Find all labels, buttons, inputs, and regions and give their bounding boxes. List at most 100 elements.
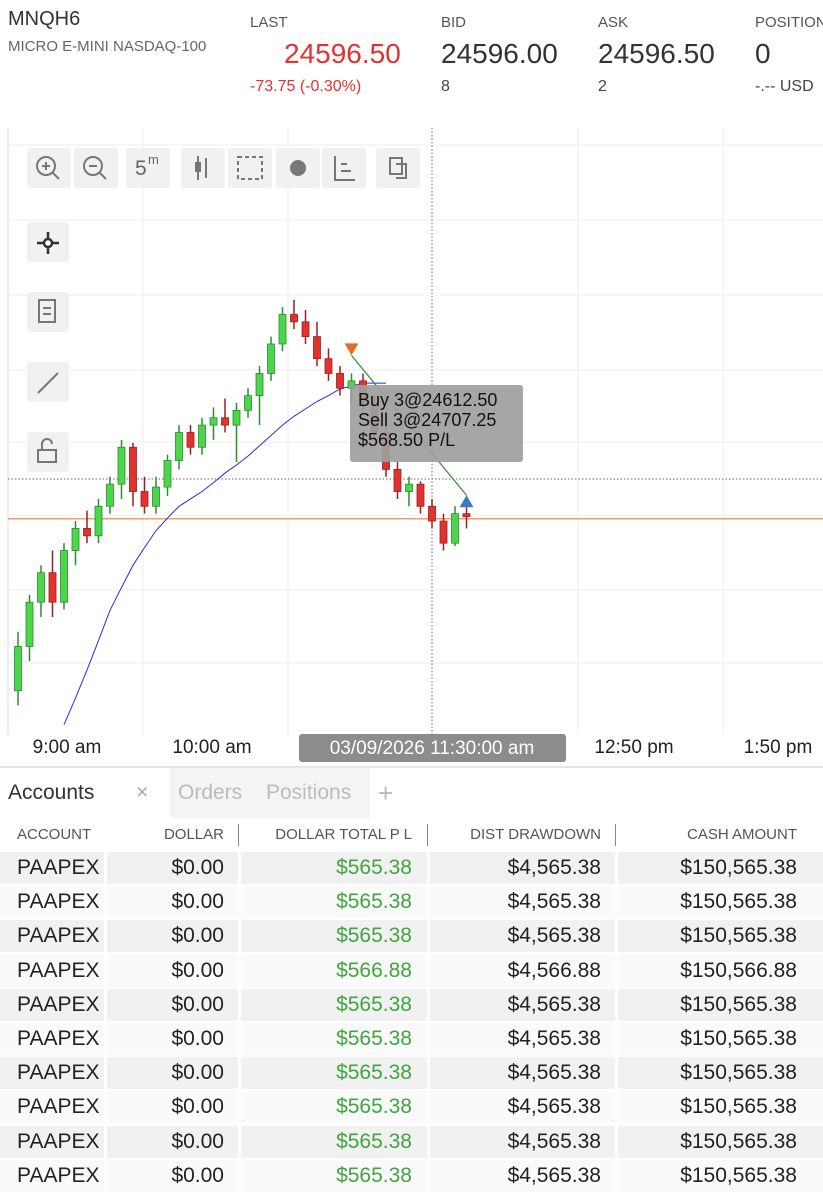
row-bg <box>430 1057 615 1090</box>
zoom-out-icon <box>83 156 103 176</box>
row-bg <box>241 988 427 1021</box>
line-icon <box>37 372 59 394</box>
symbol: MNQH6 <box>8 8 81 30</box>
entry-marker <box>344 343 359 356</box>
candle-body <box>71 528 80 551</box>
table-cell: $0.00 <box>171 1061 224 1085</box>
candle-body <box>393 468 402 492</box>
toolbar-button[interactable] <box>27 148 71 188</box>
table-cell: $565.38 <box>336 992 412 1016</box>
table-cell: $4,565.38 <box>507 890 601 914</box>
zoom-in-icon <box>42 162 60 180</box>
candle-body <box>428 505 436 522</box>
field-value: 24596.50 <box>284 38 401 69</box>
row-bg <box>107 1159 238 1192</box>
table-cell: $0.00 <box>171 1027 224 1050</box>
field-value: 0 <box>755 38 771 69</box>
close-icon[interactable]: × <box>136 781 149 804</box>
row-bg <box>241 1159 427 1192</box>
table-cell: PAAPEX <box>17 890 100 914</box>
lock-icon <box>41 438 53 450</box>
tab-label: Orders <box>178 781 243 804</box>
table-cell: $4,565.38 <box>507 1163 601 1187</box>
toolbar-button[interactable] <box>27 292 69 332</box>
tooltip-line: $568.50 P/L <box>358 430 455 450</box>
row-bg <box>107 954 238 987</box>
candle-body <box>301 321 310 337</box>
field-label: POSITION <box>755 14 823 31</box>
candle-body <box>152 486 160 507</box>
settings-icon <box>290 160 306 176</box>
table-cell: $0.00 <box>171 890 224 914</box>
trade-tooltip <box>350 385 523 462</box>
column-separator <box>427 824 428 846</box>
row-bg <box>0 852 104 884</box>
table-cell: PAAPEX <box>17 1027 100 1050</box>
candle-body <box>290 314 298 323</box>
field-label: LAST <box>250 14 288 31</box>
row-bg <box>107 920 238 953</box>
tab-orders[interactable]: Orders <box>170 768 258 818</box>
crosshair-icon <box>42 237 54 249</box>
candle-body <box>439 520 448 544</box>
toolbar-button[interactable] <box>126 148 170 188</box>
candle-body <box>163 460 172 488</box>
candle-body <box>175 432 183 461</box>
row-bg <box>618 988 823 1021</box>
candle-body <box>140 491 149 507</box>
table-cell: $565.38 <box>336 1095 412 1119</box>
toolbar-button[interactable] <box>181 148 225 188</box>
candle-body <box>221 417 229 426</box>
toolbar-button[interactable] <box>322 148 366 188</box>
table-cell: $4,566.88 <box>507 958 601 982</box>
row-bg <box>430 886 615 919</box>
table-cell: PAAPEX <box>17 1095 100 1119</box>
field-sub: -73.75 (-0.30%) <box>250 78 362 95</box>
tab-accounts[interactable]: Accounts × <box>0 768 168 818</box>
table-cell: $4,565.38 <box>507 924 601 948</box>
table-cell: $150,565.38 <box>680 856 797 879</box>
toolbar-button[interactable] <box>376 148 420 188</box>
row-bg <box>618 954 823 987</box>
table-cell: PAAPEX <box>17 1129 100 1153</box>
row-bg <box>430 988 615 1021</box>
row-bg <box>430 1091 615 1124</box>
select-icon <box>237 156 263 180</box>
table-cell: PAAPEX <box>17 992 100 1016</box>
tooltip-line: Sell 3@24707.25 <box>358 410 496 430</box>
table-cell: $150,565.38 <box>680 992 797 1016</box>
column-separator <box>238 824 239 846</box>
toolbar-button[interactable] <box>74 148 118 188</box>
toolbar-button[interactable] <box>27 432 69 472</box>
row-bg <box>430 852 615 884</box>
table-cell: $565.38 <box>336 924 412 948</box>
table-cell: $150,565.38 <box>680 1163 797 1187</box>
table-cell: PAAPEX <box>17 924 100 948</box>
crosshair-time-bg <box>299 734 566 762</box>
row-bg <box>241 1125 427 1158</box>
toolbar-button[interactable] <box>228 148 272 188</box>
interval: 5 <box>135 157 147 180</box>
row-bg <box>0 954 104 987</box>
table-cell: $0.00 <box>171 992 224 1016</box>
divider <box>0 766 823 768</box>
candle-body <box>232 409 241 426</box>
candle-body <box>94 505 103 537</box>
row-bg <box>0 1091 104 1124</box>
row-bg <box>241 852 427 884</box>
row-bg <box>618 1023 823 1055</box>
row-bg <box>430 1023 615 1055</box>
table-cell: $0.00 <box>171 1163 224 1187</box>
tab-positions[interactable]: Positions <box>258 768 370 818</box>
table-cell: $0.00 <box>171 856 224 879</box>
candle-body <box>416 483 425 507</box>
table-cell: $565.38 <box>336 1027 412 1050</box>
table-cell: PAAPEX <box>17 856 100 879</box>
table-cell: PAAPEX <box>17 1163 100 1187</box>
add-tab[interactable]: + <box>370 768 408 818</box>
table-cell: $150,565.38 <box>680 890 797 914</box>
field-sub: 2 <box>598 78 607 95</box>
candle-body <box>278 314 287 345</box>
